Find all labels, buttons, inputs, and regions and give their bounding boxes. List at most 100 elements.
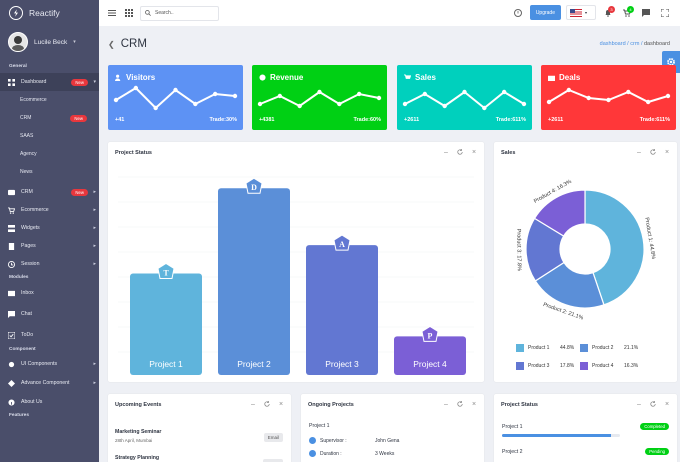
sidebar-item-widgets[interactable]: Widgets ▸ xyxy=(0,219,99,237)
refresh-icon[interactable] xyxy=(456,400,464,408)
refresh-icon[interactable] xyxy=(649,148,657,156)
breadcrumb-crm[interactable]: crm xyxy=(630,41,640,47)
event-action-button[interactable] xyxy=(263,459,283,462)
advance-component-icon xyxy=(8,379,15,387)
stat-title: Sales xyxy=(404,73,436,82)
sales-sparkline xyxy=(402,89,527,111)
sidebar-item-dashboard[interactable]: Dashboard New ▾ xyxy=(0,73,99,91)
pages-icon xyxy=(8,242,15,250)
stat-title-text: Deals xyxy=(559,73,581,82)
todo-icon xyxy=(8,331,15,339)
legend-name: Product 2 xyxy=(592,345,614,351)
chat-icon xyxy=(8,310,15,318)
sidebar-subitem-agency[interactable]: Agency xyxy=(20,151,37,157)
sparkline-point xyxy=(645,99,651,105)
section-modules: Modules xyxy=(9,275,29,280)
slice-2[interactable] xyxy=(534,261,605,309)
sidebar-item-label: Widgets xyxy=(21,225,40,231)
project-duration-row: Duration : 3 Weeks xyxy=(309,450,394,457)
close-icon[interactable]: × xyxy=(664,148,670,156)
sidebar-item-about-us[interactable]: About Us xyxy=(0,393,99,411)
sidebar-subitem-crm[interactable]: CRM New xyxy=(0,109,99,127)
chat-icon[interactable] xyxy=(639,6,653,20)
upgrade-button[interactable]: Upgrade xyxy=(529,5,561,20)
sidebar-item-session[interactable]: Session ▸ xyxy=(0,255,99,273)
refresh-icon[interactable] xyxy=(456,148,464,156)
card-tools: – × xyxy=(442,400,478,408)
sparkline-point xyxy=(232,93,238,99)
stat-value: +2611 xyxy=(404,117,420,123)
event-name: Strategy Planning xyxy=(115,455,160,461)
bar-marker-letter: A xyxy=(339,240,345,249)
us-flag-icon xyxy=(570,8,582,17)
legend-row: Product 3 17.8% Product 4 16.3% xyxy=(516,357,644,375)
progress-bar xyxy=(502,434,620,437)
sidebar-item-inbox[interactable]: Inbox xyxy=(0,284,99,302)
deals-sparkline xyxy=(546,87,671,105)
cart-button[interactable]: 4 xyxy=(620,5,634,20)
sidebar-item-crm[interactable]: CRM New ▸ xyxy=(0,183,99,201)
close-icon[interactable]: × xyxy=(278,400,284,408)
crm-icon xyxy=(8,189,15,196)
sidebar-item-todo[interactable]: ToDo xyxy=(0,326,99,344)
email-button[interactable]: Email xyxy=(263,433,283,442)
bar-3[interactable] xyxy=(306,245,378,375)
fullscreen-icon[interactable] xyxy=(658,6,672,20)
menu-icon[interactable] xyxy=(105,6,119,20)
refresh-icon[interactable] xyxy=(263,400,271,408)
sidebar-subitem-ecommerce[interactable]: Ecommerce xyxy=(20,97,47,103)
sidebar-item-advance-component[interactable]: Advance Component ▸ xyxy=(0,374,99,392)
breadcrumb-dashboard[interactable]: dashboard xyxy=(599,41,626,47)
help-icon[interactable] xyxy=(511,6,525,20)
chevron-right-icon: ▸ xyxy=(93,207,96,213)
ui-components-icon xyxy=(8,361,15,368)
sidebar-item-label: Ecommerce xyxy=(21,207,49,213)
close-icon[interactable]: × xyxy=(471,148,477,156)
sidebar-item-ecommerce[interactable]: Ecommerce ▸ xyxy=(0,201,99,219)
refresh-icon[interactable] xyxy=(649,400,657,408)
language-select[interactable]: ▾ xyxy=(566,5,596,20)
close-icon[interactable]: × xyxy=(664,400,670,408)
minimize-icon[interactable]: – xyxy=(444,400,448,408)
bar-label: Project 1 xyxy=(149,359,183,369)
user-profile[interactable]: Lucile Beck ▾ xyxy=(0,26,99,58)
chevron-right-icon: ▸ xyxy=(93,380,96,386)
sales-card: Sales +2611 Trade:611% xyxy=(397,65,532,130)
search-input[interactable]: Search.. xyxy=(140,5,219,21)
cart-count: 4 xyxy=(627,5,634,13)
project-name: Project 1 xyxy=(502,424,523,430)
card-tools: – × xyxy=(249,400,285,408)
chevron-right-icon: ▸ xyxy=(93,225,96,231)
card-title: Ongoing Projects xyxy=(308,402,354,408)
minimize-icon[interactable]: – xyxy=(637,148,641,156)
reactify-logo-icon xyxy=(9,6,23,20)
sidebar-item-chat[interactable]: Chat xyxy=(0,305,99,323)
close-icon[interactable]: × xyxy=(471,400,477,408)
sidebar-subitem-saas[interactable]: SAAS xyxy=(20,133,34,139)
project-status-row: Project 2 Pending xyxy=(502,448,669,455)
minimize-icon[interactable]: – xyxy=(251,400,255,408)
slice-1[interactable] xyxy=(584,189,645,306)
card-tools: – × xyxy=(635,148,671,156)
slice-4[interactable] xyxy=(533,189,586,237)
sparkline-point xyxy=(277,93,283,99)
chevron-left-icon[interactable]: ❮ xyxy=(108,39,115,49)
minimize-icon[interactable]: – xyxy=(444,148,448,156)
section-component: Component xyxy=(9,347,36,352)
sidebar-item-ui-components[interactable]: UI Components ▸ xyxy=(0,355,99,373)
page-title: ❮ CRM xyxy=(108,38,147,50)
minimize-icon[interactable]: – xyxy=(637,400,641,408)
sidebar-item-pages[interactable]: Pages ▸ xyxy=(0,237,99,255)
slice-label: Product 3: 17.8% xyxy=(515,229,522,271)
row-value: John Gena xyxy=(375,437,400,444)
bar-4[interactable] xyxy=(394,336,466,375)
brand[interactable]: Reactify xyxy=(0,0,99,26)
notifications-button[interactable]: 3 xyxy=(601,5,615,20)
sidebar-subitem-news[interactable]: News xyxy=(20,169,33,175)
dollar-icon xyxy=(259,74,266,81)
sidebar-item-label: Session xyxy=(21,261,40,267)
widgets-icon xyxy=(8,224,15,232)
bar-1[interactable] xyxy=(130,273,202,376)
apps-grid-icon[interactable] xyxy=(122,6,136,20)
bar-2[interactable] xyxy=(218,188,290,375)
